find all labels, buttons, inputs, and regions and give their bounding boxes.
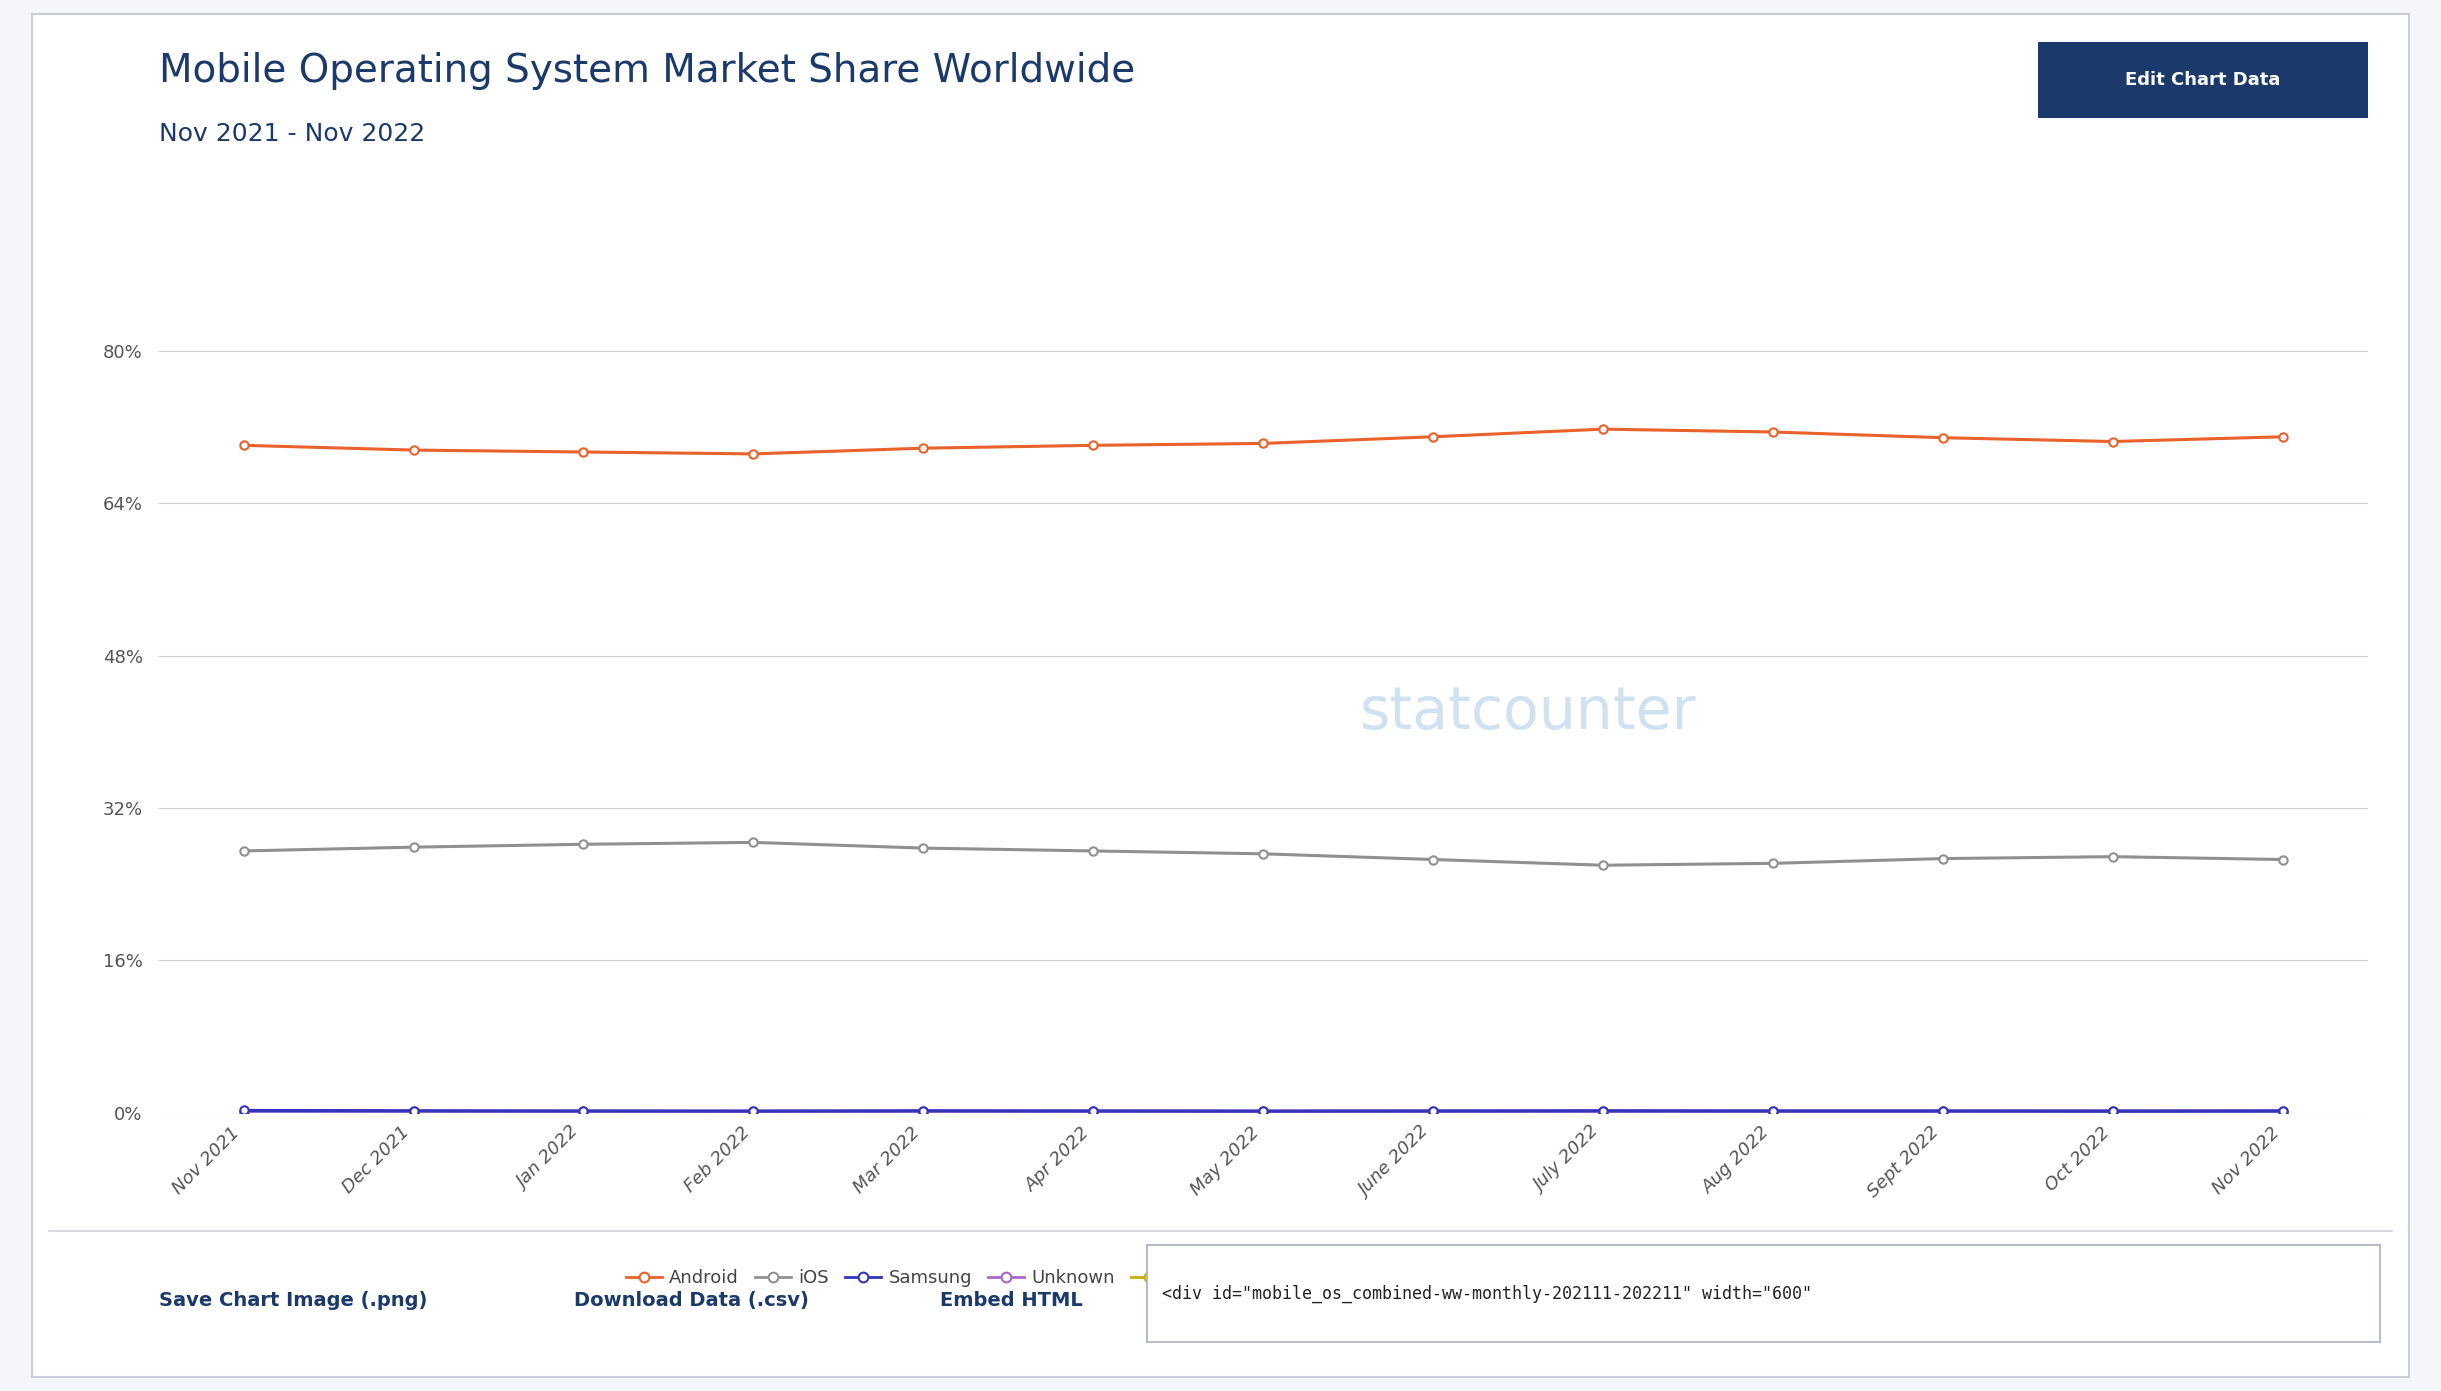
Legend: Android, iOS, Samsung, Unknown, KaiOS, Nokia Unknown, Windows, Series 40, Other : Android, iOS, Samsung, Unknown, KaiOS, N…	[618, 1262, 1909, 1294]
Text: Download Data (.csv): Download Data (.csv)	[574, 1291, 808, 1310]
Text: statcounter: statcounter	[1360, 684, 1696, 741]
Text: <div id="mobile_os_combined-ww-monthly-202111-202211" width="600": <div id="mobile_os_combined-ww-monthly-2…	[1162, 1284, 1811, 1303]
Text: Nov 2021 - Nov 2022: Nov 2021 - Nov 2022	[159, 122, 425, 146]
Text: Embed HTML: Embed HTML	[940, 1291, 1081, 1310]
Text: Mobile Operating System Market Share Worldwide: Mobile Operating System Market Share Wor…	[159, 53, 1135, 90]
Text: Edit Chart Data: Edit Chart Data	[2126, 71, 2280, 89]
Text: Save Chart Image (.png): Save Chart Image (.png)	[159, 1291, 427, 1310]
